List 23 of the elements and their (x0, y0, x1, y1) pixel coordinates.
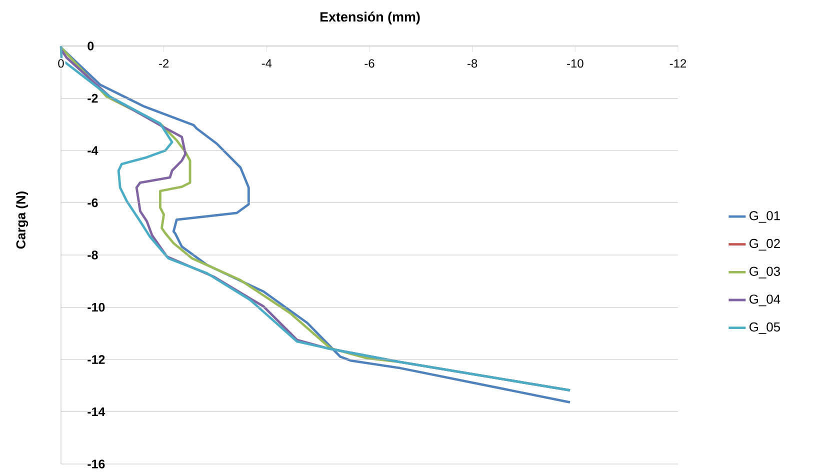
y-axis-title: Carga (N) (16, 192, 28, 249)
legend-label: G_02 (750, 238, 780, 251)
y-tick-label: -10 (88, 302, 105, 312)
legend-label: G_04 (750, 294, 780, 306)
x-tick-label: -8 (468, 59, 478, 68)
x-tick-label: -6 (364, 59, 374, 68)
legend-label: G_03 (750, 266, 780, 278)
x-tick-label: -2 (159, 59, 169, 68)
x-tick-label: -10 (567, 59, 584, 68)
y-tick-label: -2 (88, 94, 98, 103)
legend-label: G_01 (750, 211, 780, 223)
x-tick-label: -12 (670, 59, 686, 68)
y-tick-label: -16 (88, 460, 105, 468)
x-tick-label: 0 (58, 59, 64, 68)
legend-label: G_05 (750, 322, 780, 334)
y-tick-label: -6 (88, 198, 98, 208)
y-tick-label: -4 (88, 146, 98, 155)
x-tick-label: -4 (262, 59, 272, 68)
chart-title: Extensión (mm) (320, 12, 420, 24)
y-tick-label: -8 (88, 250, 98, 260)
y-tick-label: -12 (88, 355, 105, 364)
y-tick-label: -14 (88, 407, 106, 416)
y-tick-label: 0 (88, 42, 94, 50)
